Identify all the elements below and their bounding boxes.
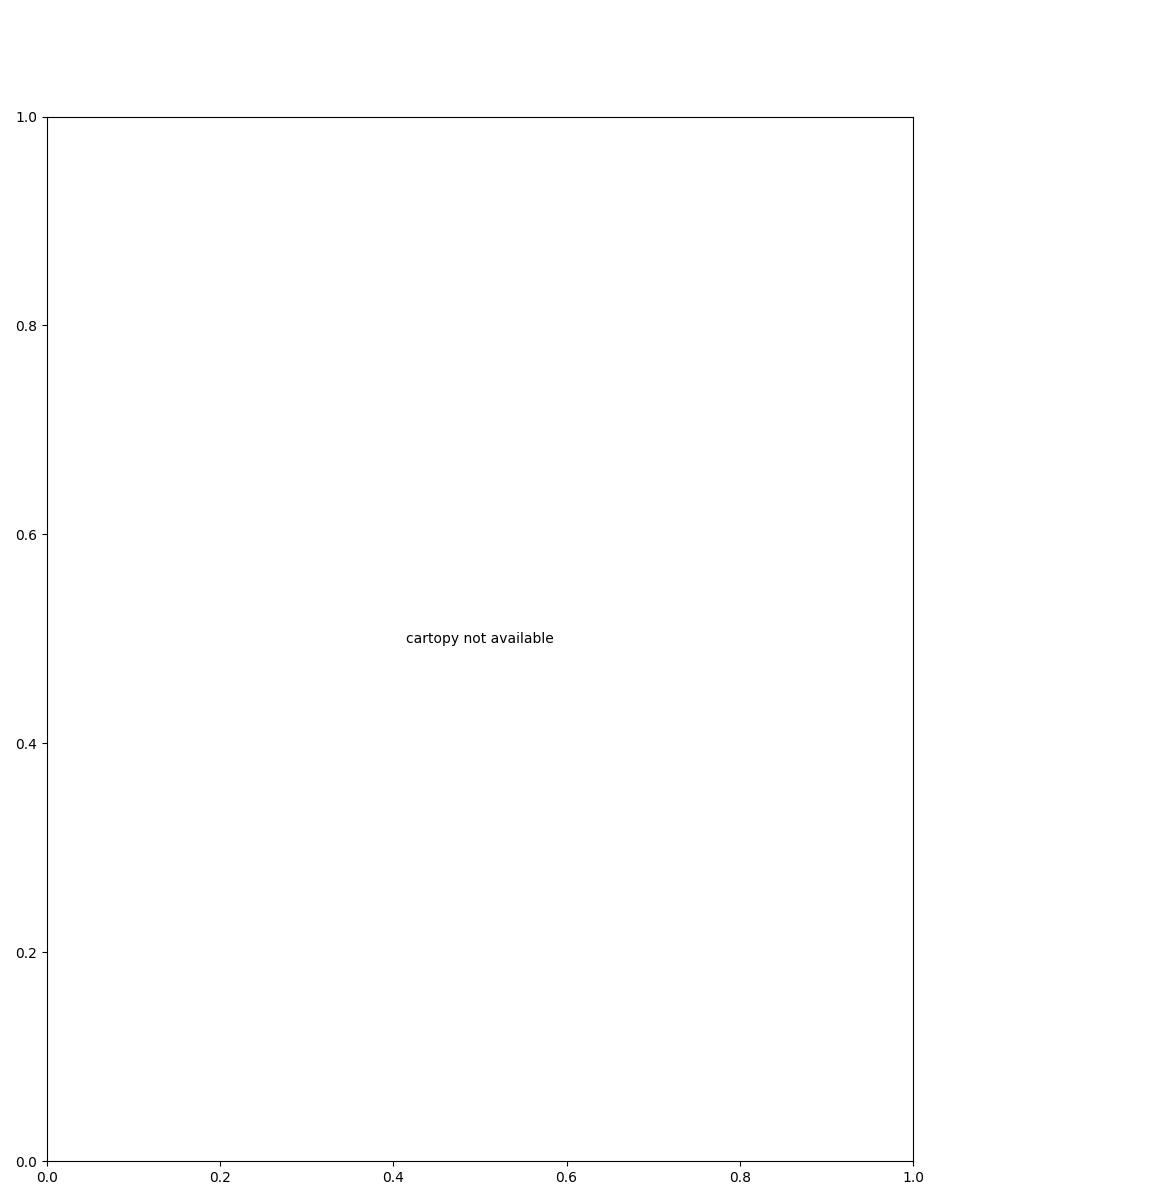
Text: cartopy not available: cartopy not available — [406, 632, 554, 646]
